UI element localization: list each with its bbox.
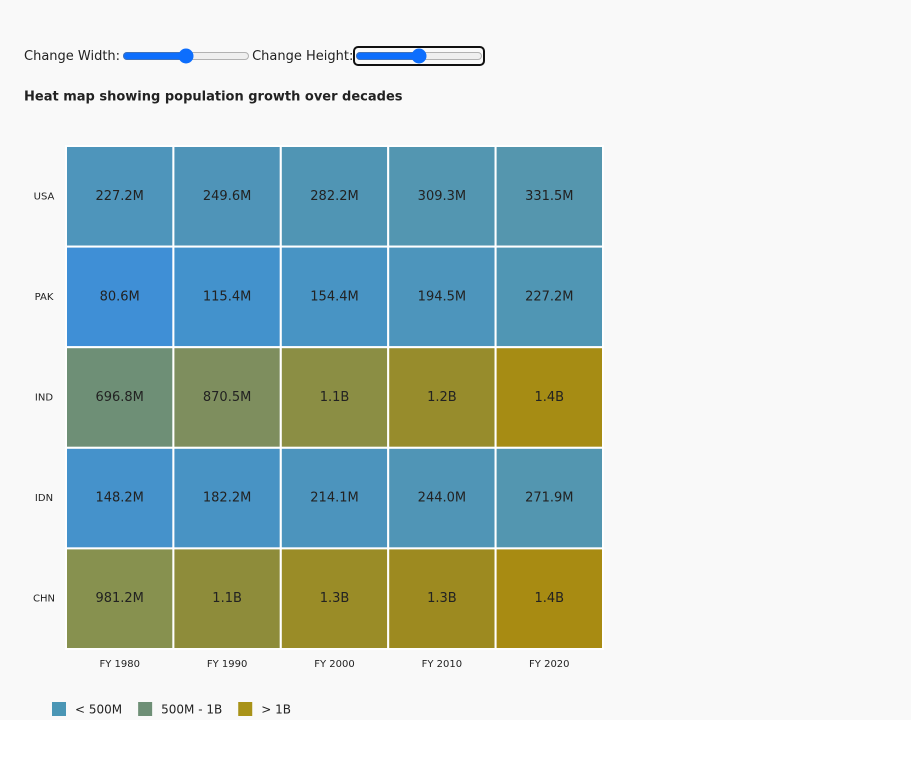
cell-label: 244.0M	[418, 491, 466, 506]
heat-cell	[172, 145, 282, 248]
cell-label: 154.4M	[310, 289, 358, 304]
height-slider[interactable]	[353, 46, 486, 66]
controls: Change Width: Change Height:	[24, 46, 486, 66]
cell-label: 214.1M	[310, 491, 358, 506]
legend-label: < 500M	[75, 703, 122, 717]
cell-label: 331.5M	[525, 189, 573, 204]
heat-cell	[279, 346, 390, 449]
height-label: Change Height:	[252, 48, 354, 64]
heat-cell	[172, 245, 282, 349]
cell-label: 194.5M	[418, 289, 466, 304]
heat-cell	[387, 245, 497, 349]
cell-label: 1.4B	[535, 390, 565, 405]
heat-cell	[494, 446, 605, 550]
page: Change Width: Change Height: Heat map sh…	[24, 46, 605, 717]
x-tick-label: FY 1980	[99, 659, 140, 670]
cell-label: 1.3B	[320, 591, 350, 606]
heat-cell	[65, 547, 175, 651]
y-tick-label: IND	[35, 393, 53, 404]
cell-label: 1.2B	[427, 390, 457, 405]
cell-label: 870.5M	[203, 390, 251, 405]
heat-cell	[387, 145, 497, 248]
x-tick-label: FY 2000	[314, 659, 355, 670]
legend-swatch	[138, 702, 153, 716]
heat-cell	[494, 547, 605, 651]
heat-cell	[387, 446, 497, 550]
y-tick-label: CHN	[33, 594, 55, 605]
cell-label: 1.4B	[535, 591, 565, 606]
cell-label: 271.9M	[525, 491, 573, 506]
chart: Heat map showing population growth over …	[24, 90, 605, 717]
heat-cell	[494, 245, 605, 349]
cell-label: 309.3M	[418, 189, 466, 204]
cell-label: 182.2M	[203, 491, 251, 506]
cell-label: 981.2M	[95, 591, 143, 606]
y-tick-label: PAK	[35, 292, 54, 303]
heat-cell	[279, 446, 390, 550]
cell-label: 282.2M	[310, 189, 358, 204]
heat-cell	[494, 346, 605, 449]
x-tick-label: FY 2010	[422, 659, 463, 670]
width-slider[interactable]	[122, 48, 251, 64]
width-label: Change Width:	[24, 48, 121, 64]
cell-label: 115.4M	[203, 289, 251, 304]
legend-label: > 1B	[261, 703, 291, 717]
heat-cell	[387, 547, 497, 651]
cell-label: 227.2M	[525, 289, 573, 304]
legend-swatch	[52, 702, 66, 716]
cell-label: 227.2M	[95, 189, 143, 204]
cell-label: 1.1B	[212, 591, 242, 606]
cell-label: 1.3B	[427, 591, 457, 606]
heat-cell	[387, 346, 497, 449]
heat-cell	[65, 245, 175, 349]
cell-label: 1.1B	[320, 390, 350, 405]
cell-label: 80.6M	[100, 289, 140, 304]
x-tick-label: FY 1990	[207, 659, 248, 670]
cell-label: 148.2M	[95, 491, 143, 506]
legend-swatch	[238, 702, 253, 716]
heat-cell	[65, 446, 175, 550]
heat-cell	[172, 346, 282, 449]
cell-label: 696.8M	[95, 390, 143, 405]
x-tick-label: FY 2020	[529, 659, 570, 670]
cell-label: 249.6M	[203, 189, 251, 204]
legend-label: 500M - 1B	[161, 703, 222, 717]
chart-title: Heat map showing population growth over …	[24, 90, 403, 105]
y-tick-label: USA	[34, 191, 55, 202]
y-tick-label: IDN	[35, 493, 53, 504]
heat-cell	[494, 145, 605, 248]
